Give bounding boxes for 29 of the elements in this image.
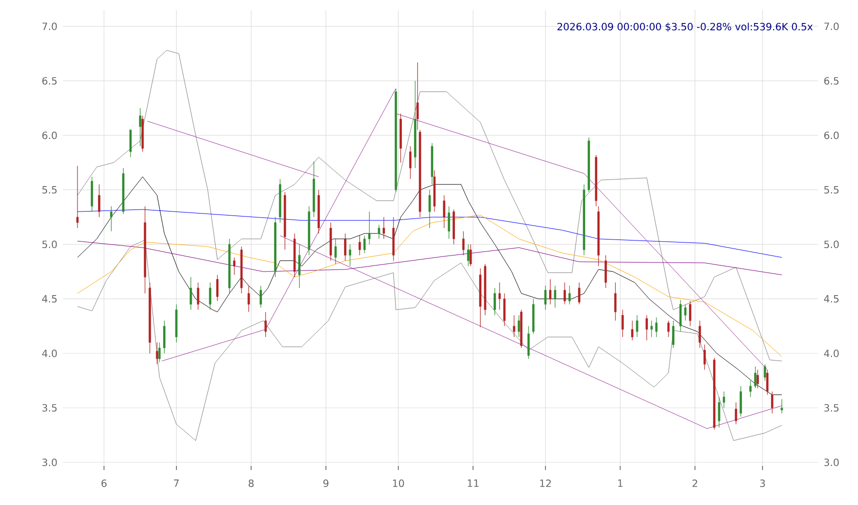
- y2-tick-label: 4.0: [824, 350, 839, 358]
- y-tick-label: 5.0: [42, 240, 57, 248]
- y2-tick-label: 7.0: [824, 22, 839, 30]
- x-tick-label: 2: [692, 480, 698, 487]
- y2-tick-label: 5.0: [824, 240, 839, 248]
- y2-tick-label: 6.0: [824, 132, 839, 140]
- text: 2026.03.09 00:00:00 $3.50 -0.28% vol:539.6K 0.5x: [557, 22, 813, 32]
- y-tick-label: 4.0: [42, 350, 57, 358]
- y2-tick-label: 6.5: [824, 77, 839, 85]
- y-tick-label: 6.5: [42, 77, 57, 85]
- y2-tick-label: 4.5: [824, 295, 839, 303]
- x-tick-label: 11: [468, 480, 478, 487]
- x-tick-label: 10: [393, 480, 404, 488]
- y-tick-label: 4.5: [42, 295, 57, 303]
- x-tick-label: 1: [618, 480, 622, 487]
- x-tick-label: 9: [323, 480, 328, 488]
- x-tick-label: 3: [760, 480, 765, 488]
- y-tick-label: 7.0: [42, 22, 57, 30]
- y-tick-label: 3.5: [42, 404, 57, 412]
- y2-tick-label: 3.0: [824, 458, 839, 466]
- y2-tick-label: 3.5: [824, 404, 839, 412]
- x-tick-label: 12: [540, 480, 551, 487]
- x-tick-label: 6: [102, 480, 107, 488]
- x-tick-label: 7: [174, 480, 179, 487]
- y2-tick-label: 5.5: [824, 186, 839, 194]
- x-tick-label: 8: [248, 480, 254, 488]
- y-tick-label: 3.0: [42, 458, 57, 466]
- y-tick-label: 6.0: [42, 132, 57, 140]
- y-tick-label: 5.5: [42, 186, 57, 194]
